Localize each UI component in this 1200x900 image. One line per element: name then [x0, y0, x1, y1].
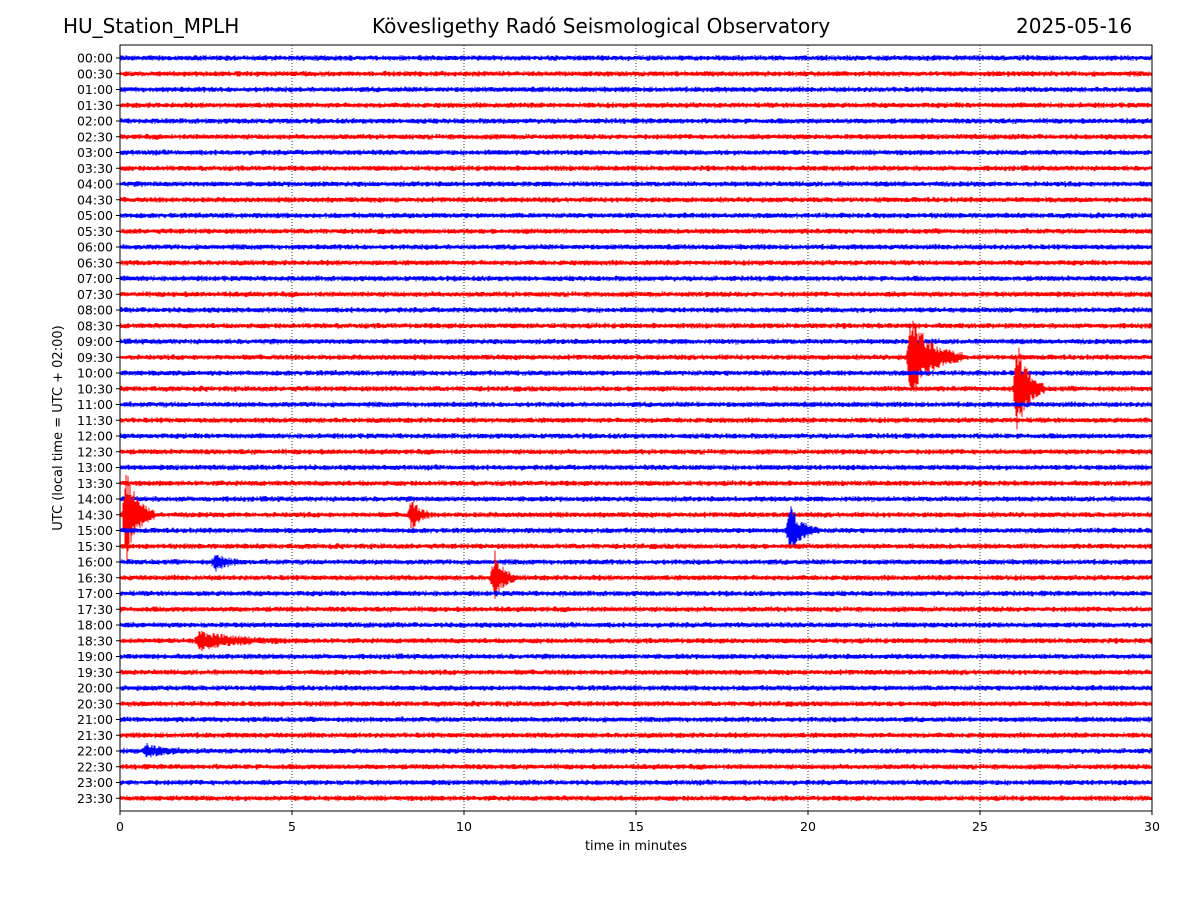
trace-0600	[119, 243, 1153, 251]
x-tick-label-5: 25	[972, 819, 988, 834]
row-label-1930: 19:30	[77, 665, 113, 680]
row-label-0400: 04:00	[77, 177, 113, 192]
row-label-0530: 05:30	[77, 224, 113, 239]
trace-1200	[119, 432, 1153, 440]
row-label-2200: 22:00	[77, 744, 113, 759]
row-label-0030: 00:30	[77, 66, 113, 81]
trace-0530	[119, 228, 1153, 235]
row-labels: 00:0000:3001:0001:3002:0002:3003:0003:30…	[77, 51, 120, 806]
row-label-1000: 10:00	[77, 366, 113, 381]
row-label-1830: 18:30	[77, 633, 113, 648]
row-label-0330: 03:30	[77, 161, 113, 176]
trace-2200	[119, 743, 1153, 758]
seismic-traces	[119, 54, 1153, 802]
row-label-2230: 22:30	[77, 759, 113, 774]
row-label-0100: 01:00	[77, 82, 113, 97]
trace-1130	[119, 417, 1153, 424]
trace-1930	[119, 669, 1153, 676]
x-tick-label-2: 10	[456, 819, 472, 834]
x-tick-label-0: 0	[116, 819, 124, 834]
row-label-0000: 00:00	[77, 51, 113, 66]
row-label-1600: 16:00	[77, 555, 113, 570]
row-label-1900: 19:00	[77, 649, 113, 664]
observatory-title: Kövesligethy Radó Seismological Observat…	[372, 14, 831, 38]
row-label-1530: 15:30	[77, 539, 113, 554]
row-label-0200: 02:00	[77, 114, 113, 129]
row-label-2030: 20:30	[77, 696, 113, 711]
trace-0130	[119, 102, 1153, 109]
trace-0400	[119, 180, 1153, 188]
trace-1330	[119, 480, 1153, 487]
x-tick-label-6: 30	[1144, 819, 1160, 834]
row-label-0730: 07:30	[77, 287, 113, 302]
row-label-2130: 21:30	[77, 728, 113, 743]
row-label-1630: 16:30	[77, 570, 113, 585]
trace-2130	[119, 732, 1153, 739]
x-axis-ticks: 0 5 10 15 20 25 30	[116, 811, 1160, 834]
row-label-0830: 08:30	[77, 318, 113, 333]
row-label-1700: 17:00	[77, 586, 113, 601]
row-label-1500: 15:00	[77, 523, 113, 538]
row-label-2330: 23:30	[77, 791, 113, 806]
row-label-0800: 08:00	[77, 303, 113, 318]
row-label-1300: 13:00	[77, 460, 113, 475]
row-label-1400: 14:00	[77, 492, 113, 507]
row-label-1130: 11:30	[77, 413, 113, 428]
trace-0900	[119, 338, 1153, 345]
x-tick-label-4: 20	[800, 819, 816, 834]
trace-1600	[119, 555, 1153, 572]
y-axis-label: UTC (local time = UTC + 02:00)	[51, 325, 66, 530]
trace-0800	[119, 306, 1153, 314]
row-label-0700: 07:00	[77, 271, 113, 286]
row-label-1200: 12:00	[77, 429, 113, 444]
trace-1530	[119, 543, 1153, 550]
trace-2100	[119, 716, 1153, 723]
trace-1100	[119, 401, 1153, 408]
row-label-0230: 02:30	[77, 129, 113, 144]
grid-lines	[291, 45, 981, 811]
row-label-0300: 03:00	[77, 145, 113, 160]
row-label-0430: 04:30	[77, 192, 113, 207]
row-label-1330: 13:30	[77, 476, 113, 491]
trace-0200	[119, 117, 1153, 125]
row-label-2100: 21:00	[77, 712, 113, 727]
row-label-1100: 11:00	[77, 397, 113, 412]
trace-0730	[119, 291, 1153, 298]
record-date: 2025-05-16	[1016, 14, 1133, 38]
row-label-0630: 06:30	[77, 255, 113, 270]
row-label-1230: 12:30	[77, 444, 113, 459]
trace-1430	[119, 475, 1153, 562]
row-label-0900: 09:00	[77, 334, 113, 349]
row-label-0930: 09:30	[77, 350, 113, 365]
x-tick-label-3: 15	[628, 819, 644, 834]
row-label-0600: 06:00	[77, 240, 113, 255]
row-label-1800: 18:00	[77, 618, 113, 633]
trace-2330	[119, 795, 1153, 802]
trace-0330	[119, 165, 1153, 172]
row-label-0130: 01:30	[77, 98, 113, 113]
x-tick-label-1: 5	[288, 819, 296, 834]
row-label-0500: 05:00	[77, 208, 113, 223]
row-label-1430: 14:30	[77, 507, 113, 522]
row-label-1730: 17:30	[77, 602, 113, 617]
station-name: HU_Station_MPLH	[63, 14, 240, 38]
row-label-2300: 23:00	[77, 775, 113, 790]
row-label-2000: 20:00	[77, 681, 113, 696]
row-label-1030: 10:30	[77, 381, 113, 396]
trace-1300	[119, 464, 1153, 471]
x-axis-label: time in minutes	[585, 839, 687, 854]
trace-1730	[119, 606, 1153, 613]
